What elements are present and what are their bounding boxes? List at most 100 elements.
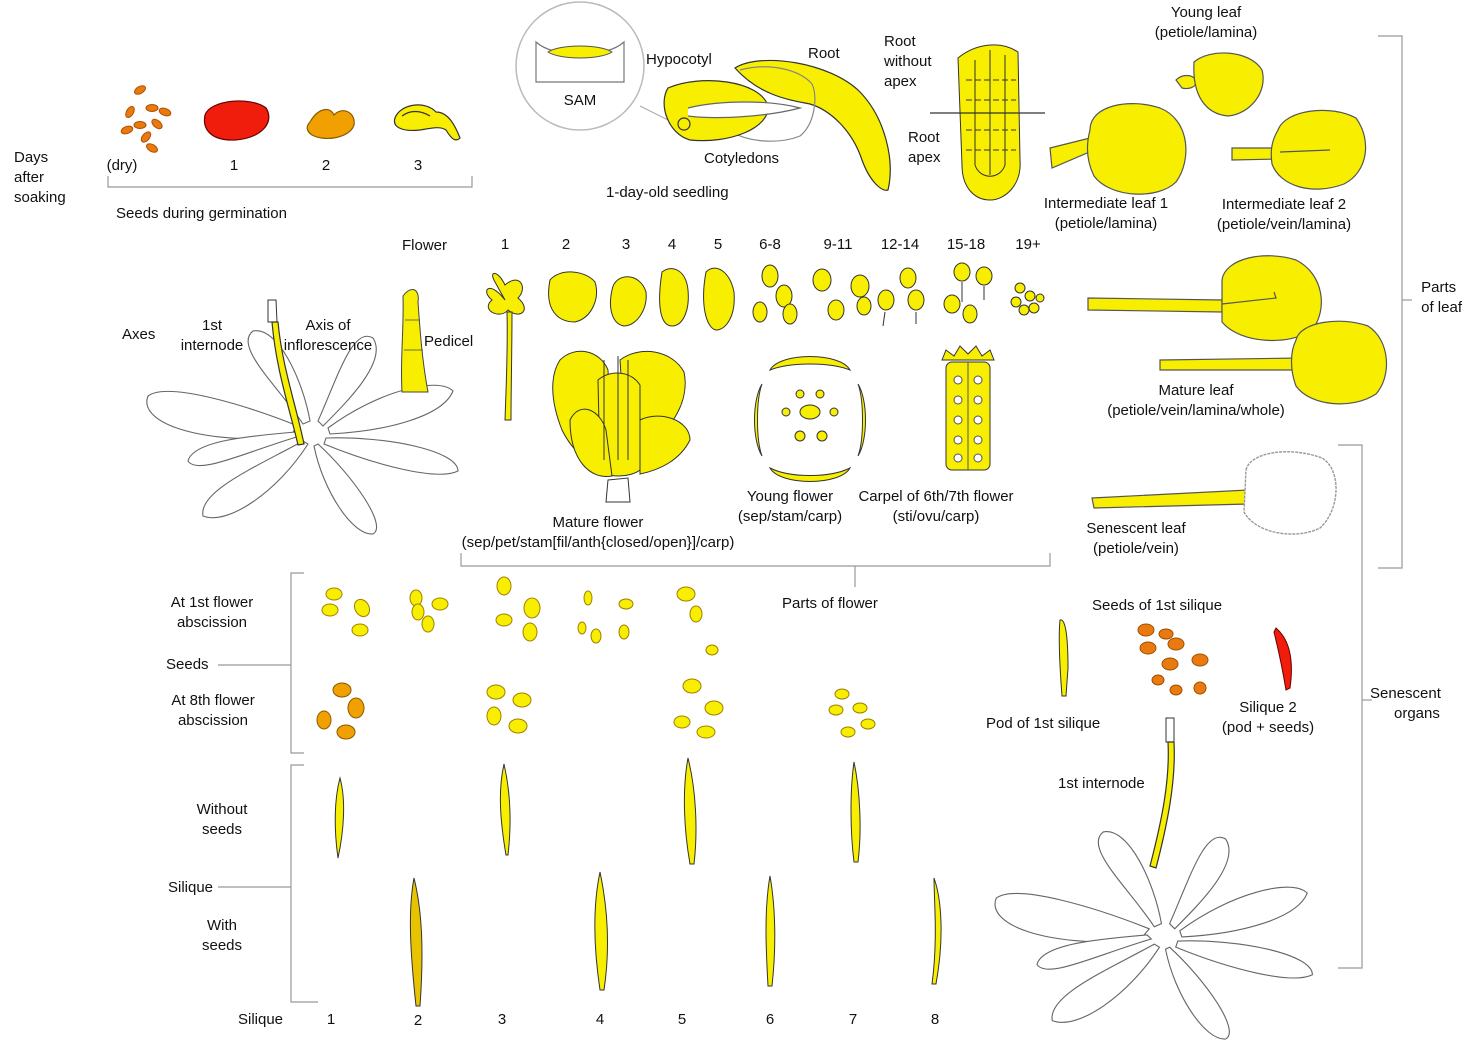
intermediate-leaf-1-line: Intermediate leaf 1 bbox=[1043, 195, 1169, 212]
days-label-line: after bbox=[14, 169, 45, 186]
mature-flower-line: (sep/pet/stam[fil/anth{closed/open}]/car… bbox=[461, 534, 735, 551]
mature-leaf-label: Mature leaf (petiole/vein/lamina/whole) bbox=[1107, 381, 1285, 421]
rosette-plant-2 bbox=[994, 717, 1313, 1040]
silique-2-label: Silique 2 (pod + seeds) bbox=[1222, 698, 1314, 738]
mature-leaf-line: Mature leaf bbox=[1158, 382, 1234, 399]
with-seeds-label: With seeds bbox=[202, 916, 242, 956]
root-apex-line: apex bbox=[908, 149, 941, 166]
sam-label: SAM bbox=[563, 92, 597, 109]
seeds-1st-abscission-line: abscission bbox=[176, 614, 248, 631]
dry-seeds-group bbox=[120, 85, 172, 153]
young-leaf-label: Young leaf (petiole/lamina) bbox=[1155, 3, 1258, 43]
parts-of-leaf-line: Parts bbox=[1421, 279, 1457, 296]
senescent-leaf-line: (petiole/vein) bbox=[1093, 540, 1179, 557]
root-without-apex-line: apex bbox=[884, 73, 917, 90]
seeds-label: Seeds bbox=[166, 656, 209, 673]
seeds-1st-abscission-row bbox=[321, 576, 719, 656]
axis-inflorescence-line: Axis of bbox=[305, 317, 351, 334]
silique-number-5: 5 bbox=[677, 1011, 687, 1028]
siliques-without-seeds bbox=[334, 757, 861, 865]
pedicel-drawing bbox=[400, 288, 429, 393]
parts-of-leaf-line: of leaf bbox=[1421, 299, 1462, 316]
axis-inflorescence-label: Axis of inflorescence bbox=[284, 316, 372, 356]
mature-flower-label: Mature flower (sep/pet/stam[fil/anth{clo… bbox=[462, 513, 735, 553]
day-dry-label: (dry) bbox=[106, 157, 138, 174]
hypocotyl-label: Hypocotyl bbox=[646, 51, 712, 68]
pod-1st-silique bbox=[1058, 619, 1069, 697]
intermediate-leaf-2-line: Intermediate leaf 2 bbox=[1221, 196, 1347, 213]
flower-stage-5: 5 bbox=[713, 236, 723, 253]
seeds-1st-silique-senescent bbox=[1137, 623, 1209, 696]
first-internode-line: internode bbox=[180, 337, 244, 354]
root-apex-label: Root apex bbox=[908, 128, 941, 168]
without-seeds-line: Without bbox=[196, 801, 248, 818]
seeds-1st-silique-label: Seeds of 1st silique bbox=[1092, 597, 1223, 614]
seeds-8th-abscission-label: At 8th flower abscission bbox=[171, 691, 254, 731]
intermediate-leaf-2-label: Intermediate leaf 2 (petiole/vein/lamina… bbox=[1217, 195, 1351, 235]
flower-stage-2: 2 bbox=[561, 236, 571, 253]
silique-number-4: 4 bbox=[595, 1011, 605, 1028]
carpel-label: Carpel of 6th/7th flower (sti/ovu/carp) bbox=[858, 487, 1013, 527]
young-flower-line: Young flower bbox=[746, 488, 834, 505]
intermediate-leaf-2-line: (petiole/vein/lamina) bbox=[1216, 216, 1352, 233]
first-internode-label: 1st internode bbox=[181, 316, 244, 356]
pod-1st-silique-label: Pod of 1st silique bbox=[986, 715, 1101, 732]
mature-leaf-lower bbox=[1159, 320, 1388, 405]
seeds-8th-abscission-row bbox=[316, 678, 876, 740]
with-seeds-line: With bbox=[207, 917, 237, 934]
cotyledons-label: Cotyledons bbox=[704, 150, 780, 167]
flower-buds-row bbox=[486, 262, 1045, 421]
with-seeds-line: seeds bbox=[201, 937, 243, 954]
parts-of-leaf-label: Parts of leaf bbox=[1421, 278, 1462, 318]
flower-stage-9-11: 9-11 bbox=[823, 236, 853, 253]
flower-stage-15-18: 15-18 bbox=[946, 236, 986, 253]
carpel-line: Carpel of 6th/7th flower bbox=[858, 488, 1014, 505]
senescent-organs-bracket bbox=[1338, 444, 1372, 969]
seeds-1st-abscission-label: At 1st flower abscission bbox=[171, 593, 254, 633]
root-tip-drawing bbox=[930, 44, 1045, 201]
root-label: Root bbox=[808, 45, 840, 62]
day-2-label: 2 bbox=[321, 157, 331, 174]
silique-2-red bbox=[1273, 627, 1292, 691]
days-label-line: Days bbox=[14, 149, 49, 166]
first-internode-line: 1st bbox=[201, 317, 222, 334]
flower-stage-heading: Flower bbox=[402, 237, 448, 254]
germination-bracket bbox=[107, 176, 473, 188]
silique-bracket bbox=[218, 764, 318, 1003]
root-without-apex-line: Root bbox=[884, 33, 916, 50]
senescent-organs-label: Senescent organs bbox=[1370, 684, 1441, 724]
germinating-seed-day2 bbox=[306, 108, 355, 139]
silique-number-6: 6 bbox=[765, 1011, 775, 1028]
young-flower-line: (sep/stam/carp) bbox=[737, 508, 843, 525]
root-without-apex-label: Root without apex bbox=[884, 32, 932, 92]
mature-leaf-upper bbox=[1087, 255, 1322, 342]
flower-stage-4: 4 bbox=[667, 236, 677, 253]
young-leaf-line: Young leaf bbox=[1170, 4, 1242, 21]
intermediate-leaf-1 bbox=[1049, 103, 1187, 195]
day-3-label: 3 bbox=[413, 157, 423, 174]
senescent-leaf-label: Senescent leaf (petiole/vein) bbox=[1086, 519, 1185, 559]
silique-side-label: Silique bbox=[168, 879, 214, 896]
flower-stage-3: 3 bbox=[621, 236, 631, 253]
seedling-caption: 1-day-old seedling bbox=[606, 184, 729, 201]
pedicel-label: Pedicel bbox=[424, 333, 474, 350]
without-seeds-label: Without seeds bbox=[197, 800, 248, 840]
young-leaf-line: (petiole/lamina) bbox=[1154, 24, 1258, 41]
carpel-drawing bbox=[941, 345, 995, 471]
flower-stage-12-14: 12-14 bbox=[880, 236, 920, 253]
mature-flower-line: Mature flower bbox=[552, 514, 644, 531]
flower-stage-1: 1 bbox=[500, 236, 510, 253]
silique-number-2: 2 bbox=[413, 1012, 423, 1029]
germination-caption: Seeds during germination bbox=[116, 205, 287, 222]
senescent-organs-line: Senescent bbox=[1370, 685, 1441, 702]
intermediate-leaf-1-label: Intermediate leaf 1 (petiole/lamina) bbox=[1044, 194, 1168, 234]
root-apex-line: Root bbox=[908, 129, 940, 146]
young-leaf bbox=[1175, 52, 1264, 117]
intermediate-leaf-1-line: (petiole/lamina) bbox=[1054, 215, 1158, 232]
silique-2-line: Silique 2 bbox=[1239, 699, 1297, 716]
silique-number-7: 7 bbox=[848, 1011, 858, 1028]
silique-number-3: 3 bbox=[497, 1011, 507, 1028]
leaf-parts-bracket bbox=[1378, 35, 1412, 569]
